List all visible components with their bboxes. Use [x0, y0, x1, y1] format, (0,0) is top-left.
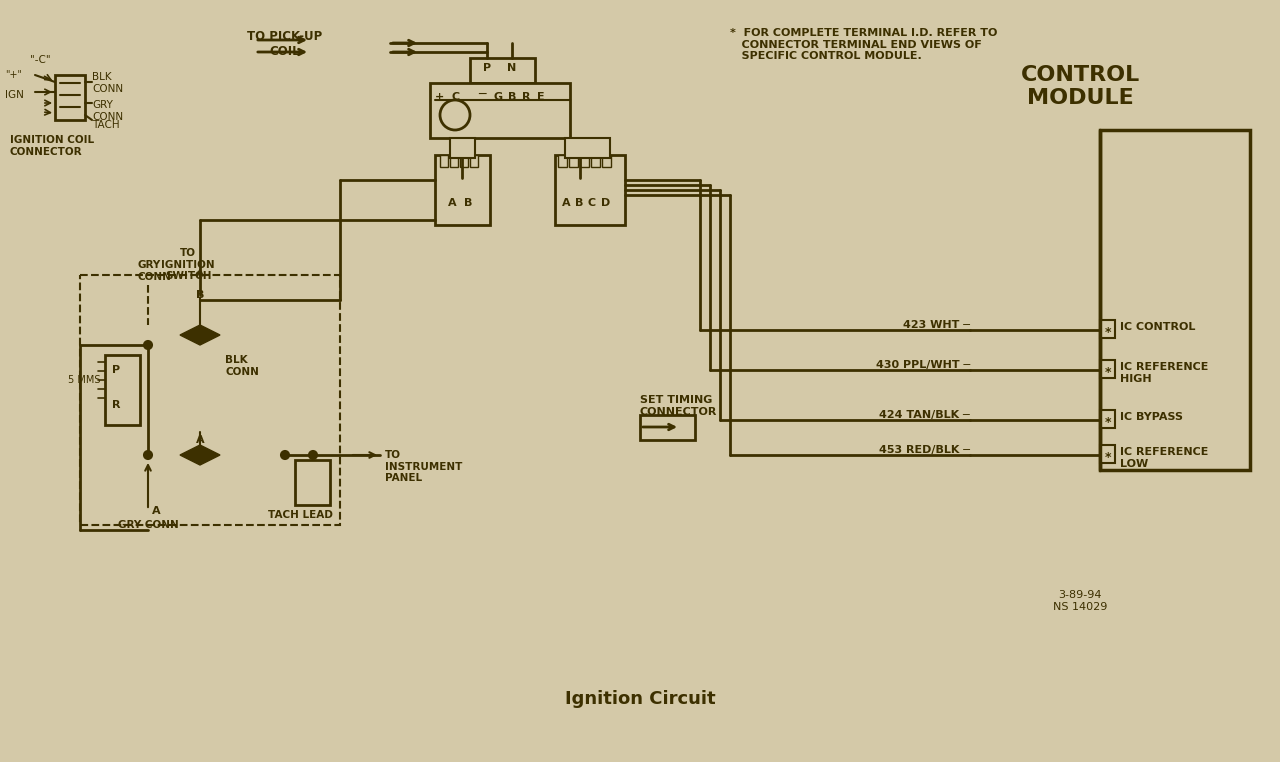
- Text: Ignition Circuit: Ignition Circuit: [564, 690, 716, 708]
- Text: ─: ─: [477, 88, 485, 101]
- Bar: [602, 155, 611, 167]
- Text: TO
IGNITION
SWITCH: TO IGNITION SWITCH: [161, 248, 215, 281]
- Text: B: B: [465, 198, 472, 208]
- Text: TACH: TACH: [92, 120, 119, 130]
- Text: BLK
CONN: BLK CONN: [225, 355, 259, 376]
- Circle shape: [143, 451, 152, 459]
- Text: D: D: [602, 198, 611, 208]
- Text: TO
INSTRUMENT
PANEL: TO INSTRUMENT PANEL: [385, 450, 462, 483]
- Text: A: A: [562, 198, 571, 208]
- Bar: [1100, 360, 1115, 378]
- Text: +: +: [435, 92, 444, 102]
- Text: 453 RED/BLK ─: 453 RED/BLK ─: [879, 445, 970, 455]
- Bar: [470, 155, 477, 167]
- Text: IGNITION COIL
CONNECTOR: IGNITION COIL CONNECTOR: [10, 135, 95, 157]
- Text: E: E: [538, 92, 544, 102]
- Text: P: P: [483, 63, 492, 73]
- Text: IC REFERENCE
HIGH: IC REFERENCE HIGH: [1120, 362, 1208, 383]
- Text: TACH LEAD: TACH LEAD: [268, 510, 333, 520]
- Text: GRY
CONN: GRY CONN: [92, 100, 123, 122]
- Text: *: *: [1105, 451, 1111, 464]
- Text: CONTROL
MODULE: CONTROL MODULE: [1020, 65, 1139, 108]
- Bar: [558, 155, 567, 167]
- Polygon shape: [180, 445, 220, 465]
- Bar: [570, 155, 579, 167]
- Text: IC REFERENCE
LOW: IC REFERENCE LOW: [1120, 447, 1208, 469]
- Bar: [451, 155, 458, 167]
- Bar: [1100, 320, 1115, 338]
- Bar: [460, 155, 468, 167]
- Text: BLK
CONN: BLK CONN: [92, 72, 123, 94]
- Text: A: A: [448, 198, 457, 208]
- Text: 3-89-94
NS 14029: 3-89-94 NS 14029: [1053, 590, 1107, 612]
- Text: IC CONTROL: IC CONTROL: [1120, 322, 1196, 332]
- Bar: [640, 415, 695, 440]
- Text: IGN: IGN: [5, 90, 24, 100]
- Bar: [440, 155, 448, 167]
- Text: A: A: [152, 506, 160, 516]
- Circle shape: [143, 341, 152, 349]
- Bar: [430, 83, 570, 138]
- Text: P: P: [113, 365, 120, 375]
- Circle shape: [282, 451, 289, 459]
- Text: A: A: [196, 435, 205, 445]
- Text: B: B: [508, 92, 516, 102]
- Text: "-C": "-C": [29, 55, 51, 65]
- Text: N: N: [507, 63, 516, 73]
- Bar: [435, 155, 490, 225]
- Text: IC BYPASS: IC BYPASS: [1120, 412, 1183, 422]
- Text: 423 WHT ─: 423 WHT ─: [902, 320, 970, 330]
- Bar: [564, 138, 611, 158]
- Text: TO PICK-UP
COIL: TO PICK-UP COIL: [247, 30, 323, 58]
- Text: SET TIMING
CONNECTOR: SET TIMING CONNECTOR: [640, 395, 717, 417]
- Circle shape: [308, 451, 317, 459]
- Text: "+": "+": [5, 70, 22, 80]
- Bar: [591, 155, 600, 167]
- Text: 5 MMS: 5 MMS: [68, 375, 101, 385]
- Text: *  FOR COMPLETE TERMINAL I.D. REFER TO
   CONNECTOR TERMINAL END VIEWS OF
   SPE: * FOR COMPLETE TERMINAL I.D. REFER TO CO…: [730, 28, 997, 61]
- Text: C: C: [451, 92, 460, 102]
- Text: B: B: [575, 198, 584, 208]
- Text: 424 TAN/BLK ─: 424 TAN/BLK ─: [879, 410, 970, 420]
- Bar: [1100, 445, 1115, 463]
- Text: GRY
CONN: GRY CONN: [138, 260, 172, 282]
- Bar: [451, 138, 475, 158]
- Text: GRY CONN: GRY CONN: [118, 520, 178, 530]
- Text: R: R: [113, 400, 120, 410]
- Text: B: B: [196, 290, 205, 300]
- Bar: [105, 355, 140, 425]
- Bar: [1100, 130, 1251, 470]
- Bar: [294, 460, 330, 505]
- Bar: [580, 155, 589, 167]
- Text: *: *: [1105, 416, 1111, 429]
- Circle shape: [440, 100, 470, 130]
- Text: C: C: [588, 198, 596, 208]
- Text: G: G: [493, 92, 502, 102]
- Text: 430 PPL/WHT ─: 430 PPL/WHT ─: [876, 360, 970, 370]
- Polygon shape: [180, 325, 220, 345]
- Bar: [55, 75, 84, 120]
- Bar: [470, 58, 535, 83]
- Bar: [1100, 410, 1115, 428]
- Bar: [79, 275, 340, 525]
- Text: R: R: [522, 92, 530, 102]
- Text: *: *: [1105, 366, 1111, 379]
- Text: *: *: [1105, 326, 1111, 339]
- Bar: [556, 155, 625, 225]
